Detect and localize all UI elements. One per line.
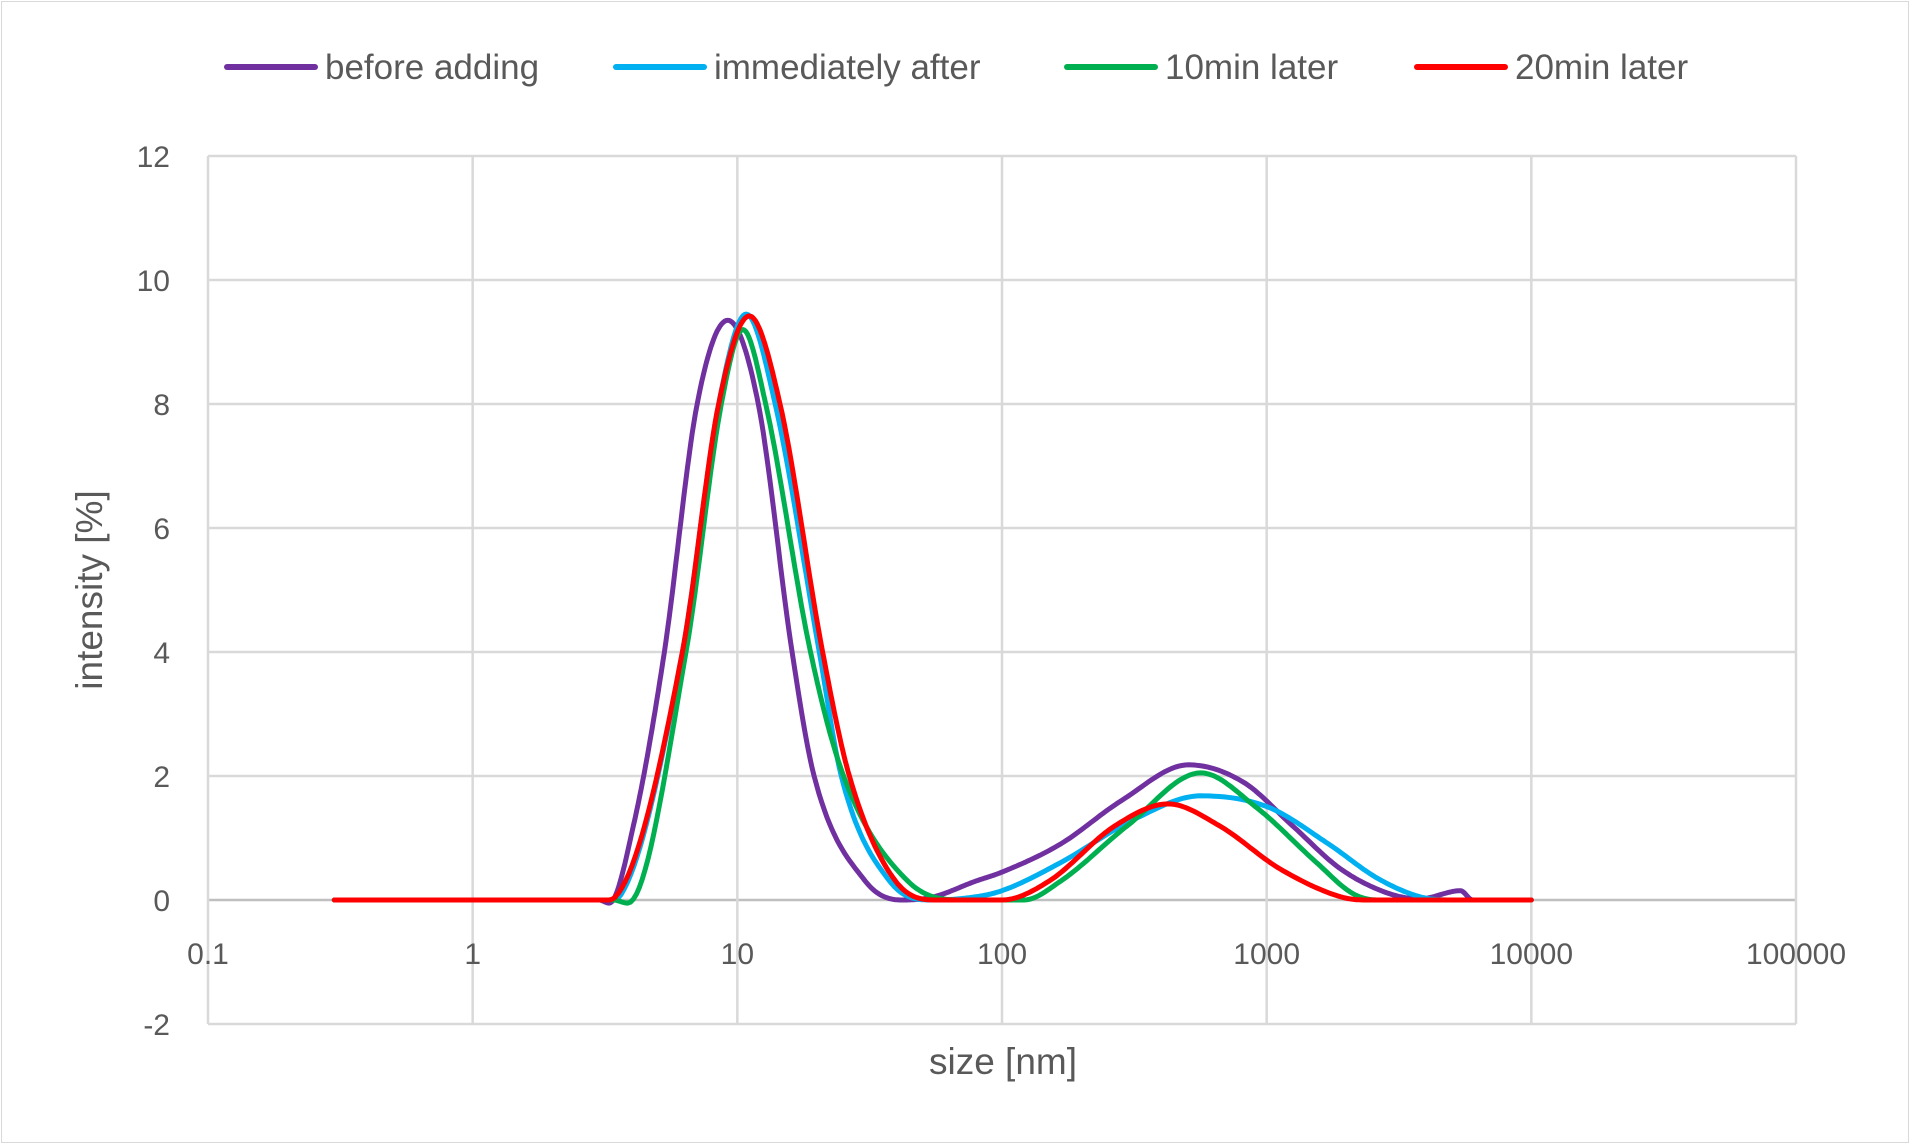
y-tick-label: -2 <box>143 1009 170 1042</box>
y-tick-label: 8 <box>153 389 170 422</box>
tick-labels: -2 0 2 4 6 8 10 12 0.1 1 10 100 1000 10000 100000 <box>137 141 1846 1042</box>
y-tick-label: 0 <box>153 885 170 918</box>
x-tick-label: 1 <box>464 938 481 971</box>
series-line-1 <box>331 311 1534 903</box>
y-tick-label: 6 <box>153 513 170 546</box>
x-axis-title: size [nm] <box>929 1041 1077 1082</box>
legend-label: before adding <box>325 48 539 87</box>
series-line-0 <box>331 317 1534 906</box>
legend-label: immediately after <box>714 48 981 87</box>
y-tick-label: 4 <box>153 637 170 670</box>
x-tick-label: 10000 <box>1490 938 1573 971</box>
legend-label: 10min later <box>1165 48 1338 87</box>
series-line-2 <box>331 327 1534 906</box>
gridlines <box>206 154 1798 1026</box>
y-tick-label: 2 <box>153 761 170 794</box>
legend: before adding immediately after 10min late… <box>224 48 1688 87</box>
y-axis-title: intensity [%] <box>69 490 110 689</box>
legend-label: 20min later <box>1515 48 1688 87</box>
series-line-3 <box>331 313 1534 903</box>
x-tick-label: 1000 <box>1233 938 1300 971</box>
series-lines <box>331 311 1534 906</box>
x-tick-label: 100000 <box>1746 938 1846 971</box>
y-tick-label: 10 <box>137 265 170 298</box>
y-tick-label: 12 <box>137 141 170 174</box>
x-tick-label: 0.1 <box>187 938 229 971</box>
x-tick-label: 100 <box>977 938 1027 971</box>
x-tick-label: 10 <box>721 938 754 971</box>
